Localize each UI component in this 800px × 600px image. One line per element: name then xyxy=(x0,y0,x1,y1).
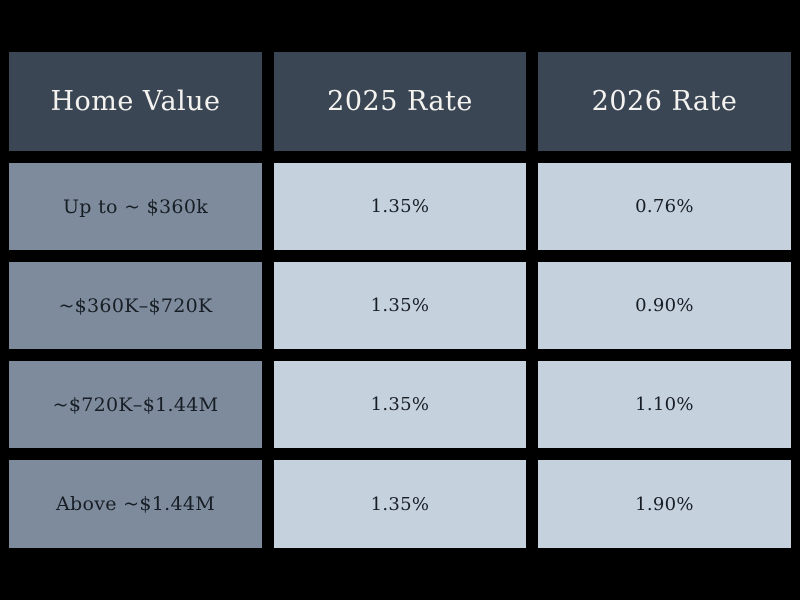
rate-2025-tier-1: 1.35% xyxy=(274,163,526,250)
rate-2025-tier-2: 1.35% xyxy=(274,262,526,349)
column-header-2026-rate: 2026 Rate xyxy=(538,52,791,151)
row-label-tier-2: ~$360K–$720K xyxy=(9,262,262,349)
column-header-home-value: Home Value xyxy=(9,52,262,151)
column-header-2025-rate: 2025 Rate xyxy=(274,52,526,151)
row-label-tier-1: Up to ~ $360k xyxy=(9,163,262,250)
row-label-tier-4: Above ~$1.44M xyxy=(9,460,262,548)
rate-2025-tier-3: 1.35% xyxy=(274,361,526,448)
rate-2026-tier-4: 1.90% xyxy=(538,460,791,548)
rate-2026-tier-2: 0.90% xyxy=(538,262,791,349)
rate-2025-tier-4: 1.35% xyxy=(274,460,526,548)
rates-table: Home Value 2025 Rate 2026 Rate Up to ~ $… xyxy=(9,52,791,548)
rate-2026-tier-1: 0.76% xyxy=(538,163,791,250)
rate-2026-tier-3: 1.10% xyxy=(538,361,791,448)
row-label-tier-3: ~$720K–$1.44M xyxy=(9,361,262,448)
